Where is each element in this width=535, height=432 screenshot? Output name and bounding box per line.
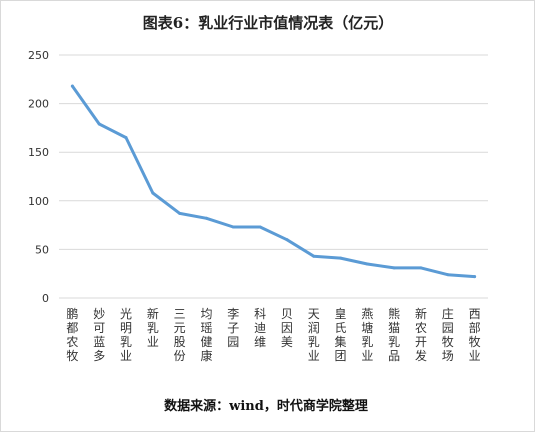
y-tick-label: 200: [28, 98, 49, 111]
x-tick-label: 西部牧业: [469, 307, 481, 363]
data-point: [339, 256, 343, 260]
data-point: [392, 266, 396, 270]
data-point: [231, 225, 235, 229]
x-tick-label: 燕塘乳业: [361, 307, 373, 363]
x-tick-label: 新农开发: [415, 306, 427, 363]
series-line: [70, 84, 477, 279]
data-point: [365, 262, 369, 266]
x-tick-label: 熊猫乳品: [388, 306, 400, 363]
data-point: [446, 273, 450, 277]
data-point: [178, 211, 182, 215]
x-tick-label: 李子园: [227, 306, 239, 349]
x-tick-label: 贝因美: [281, 307, 293, 349]
data-point: [151, 191, 155, 195]
x-tick-label: 鹏都农牧: [66, 307, 78, 363]
grid-layer: [59, 54, 488, 250]
y-tick-label: 250: [28, 49, 49, 62]
y-axis: 0 50 100 150 200 250: [28, 49, 49, 305]
data-point: [124, 136, 128, 140]
data-point: [285, 238, 289, 242]
x-tick-label: 天润乳业: [308, 307, 320, 363]
y-tick-label: 150: [28, 146, 49, 159]
data-point: [473, 275, 477, 279]
x-tick-label: 光明乳业: [120, 307, 132, 363]
data-point: [70, 84, 74, 88]
x-tick-label: 庄园牧场: [442, 306, 454, 363]
y-tick-label: 100: [28, 195, 49, 208]
x-tick-label: 妙可蓝多: [93, 307, 105, 363]
source-note: 数据来源：wind，时代商学院整理: [164, 398, 368, 414]
x-tick-label: 三元股份: [174, 307, 186, 363]
data-point: [204, 216, 208, 220]
x-tick-label: 皇氏集团: [335, 307, 347, 363]
x-axis: 鹏都农牧 妙可蓝多 光明乳业 新乳业 三元股份 均瑶健康 李子园 科迪维 贝因美 天润乳业 皇氏集团…: [66, 306, 480, 363]
x-tick-label: 科迪维: [254, 307, 266, 349]
y-tick-label: 0: [42, 292, 49, 305]
y-tick-label: 50: [35, 243, 49, 256]
data-point: [419, 266, 423, 270]
chart-title: 图表6：乳业行业市值情况表（亿元）: [143, 14, 393, 32]
data-point: [97, 122, 101, 126]
x-tick-label: 均瑶健康: [200, 307, 212, 363]
data-point: [258, 225, 262, 229]
data-point: [312, 254, 316, 258]
x-tick-label: 新乳业: [147, 306, 159, 349]
